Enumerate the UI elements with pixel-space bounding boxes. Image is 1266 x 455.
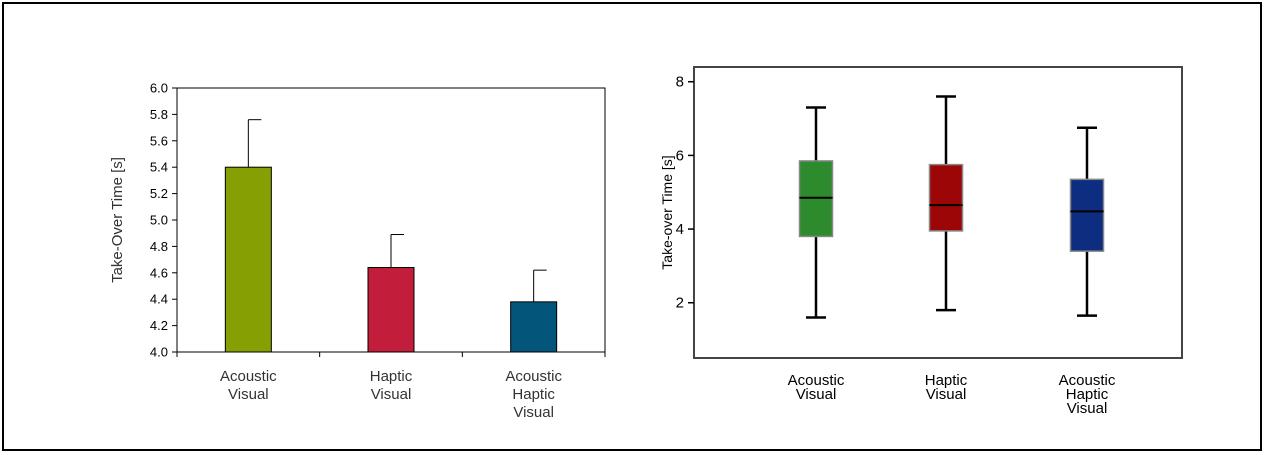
x-category-label-line: Haptic: [512, 386, 555, 403]
x-category-label: Acoustic Haptic Visual: [505, 368, 562, 421]
x-category-label-line: Haptic: [1066, 386, 1109, 403]
x-category-label: Haptic Visual: [925, 372, 968, 403]
y-tick-label: 4: [676, 221, 684, 238]
x-category-label: Haptic Visual: [370, 368, 413, 403]
x-category-label-line: Visual: [513, 404, 554, 421]
x-category-label: Acoustic Visual: [788, 372, 845, 403]
y-tick-label: 2: [676, 295, 684, 312]
x-category-label: Acoustic Haptic Visual: [1059, 372, 1116, 417]
x-category-label-line: Visual: [1067, 400, 1108, 417]
y-tick-label: 4.4: [150, 292, 168, 307]
y-tick-label: 5.4: [150, 160, 168, 175]
x-category-label-line: Acoustic: [1059, 372, 1116, 389]
y-tick-label: 4.6: [150, 265, 168, 280]
y-tick-label: 4.0: [150, 345, 168, 360]
y-tick-label: 8: [676, 74, 684, 91]
y-tick-label: 6.0: [150, 81, 168, 96]
y-tick-label: 5.0: [150, 213, 168, 228]
x-category-label-line: Acoustic: [505, 368, 562, 385]
box: [1069, 178, 1105, 252]
y-axis-label: Take-Over Time [s]: [109, 157, 126, 283]
x-category-label-line: Haptic: [370, 368, 413, 385]
x-category-label-line: Visual: [228, 386, 269, 403]
bar: [224, 166, 272, 353]
y-tick-label: 4.2: [150, 318, 168, 333]
box: [928, 163, 964, 232]
x-category-label-line: Acoustic: [220, 368, 277, 385]
plot-area: [693, 66, 1183, 359]
x-category-label-line: Visual: [371, 386, 412, 403]
y-tick-label: 4.8: [150, 239, 168, 254]
y-axis-label: Take-over Time [s]: [659, 155, 675, 269]
y-tick-label: 6: [676, 147, 684, 164]
bar: [510, 301, 558, 353]
x-category-label: Acoustic Visual: [220, 368, 277, 403]
x-category-label-line: Haptic: [925, 372, 968, 389]
x-category-label-line: Visual: [796, 386, 837, 403]
bar-chart: 4.0 4.2 4.4 4.6 4.8 5.0 5.2 5.4 5.6 5.8 6.0 Acousti…: [109, 81, 606, 421]
x-category-label-line: Acoustic: [788, 372, 845, 389]
y-tick-label: 5.6: [150, 133, 168, 148]
x-category-label-line: Visual: [926, 386, 967, 403]
y-tick-label: 5.8: [150, 107, 168, 122]
y-tick-label: 5.2: [150, 186, 168, 201]
bar: [367, 267, 415, 353]
